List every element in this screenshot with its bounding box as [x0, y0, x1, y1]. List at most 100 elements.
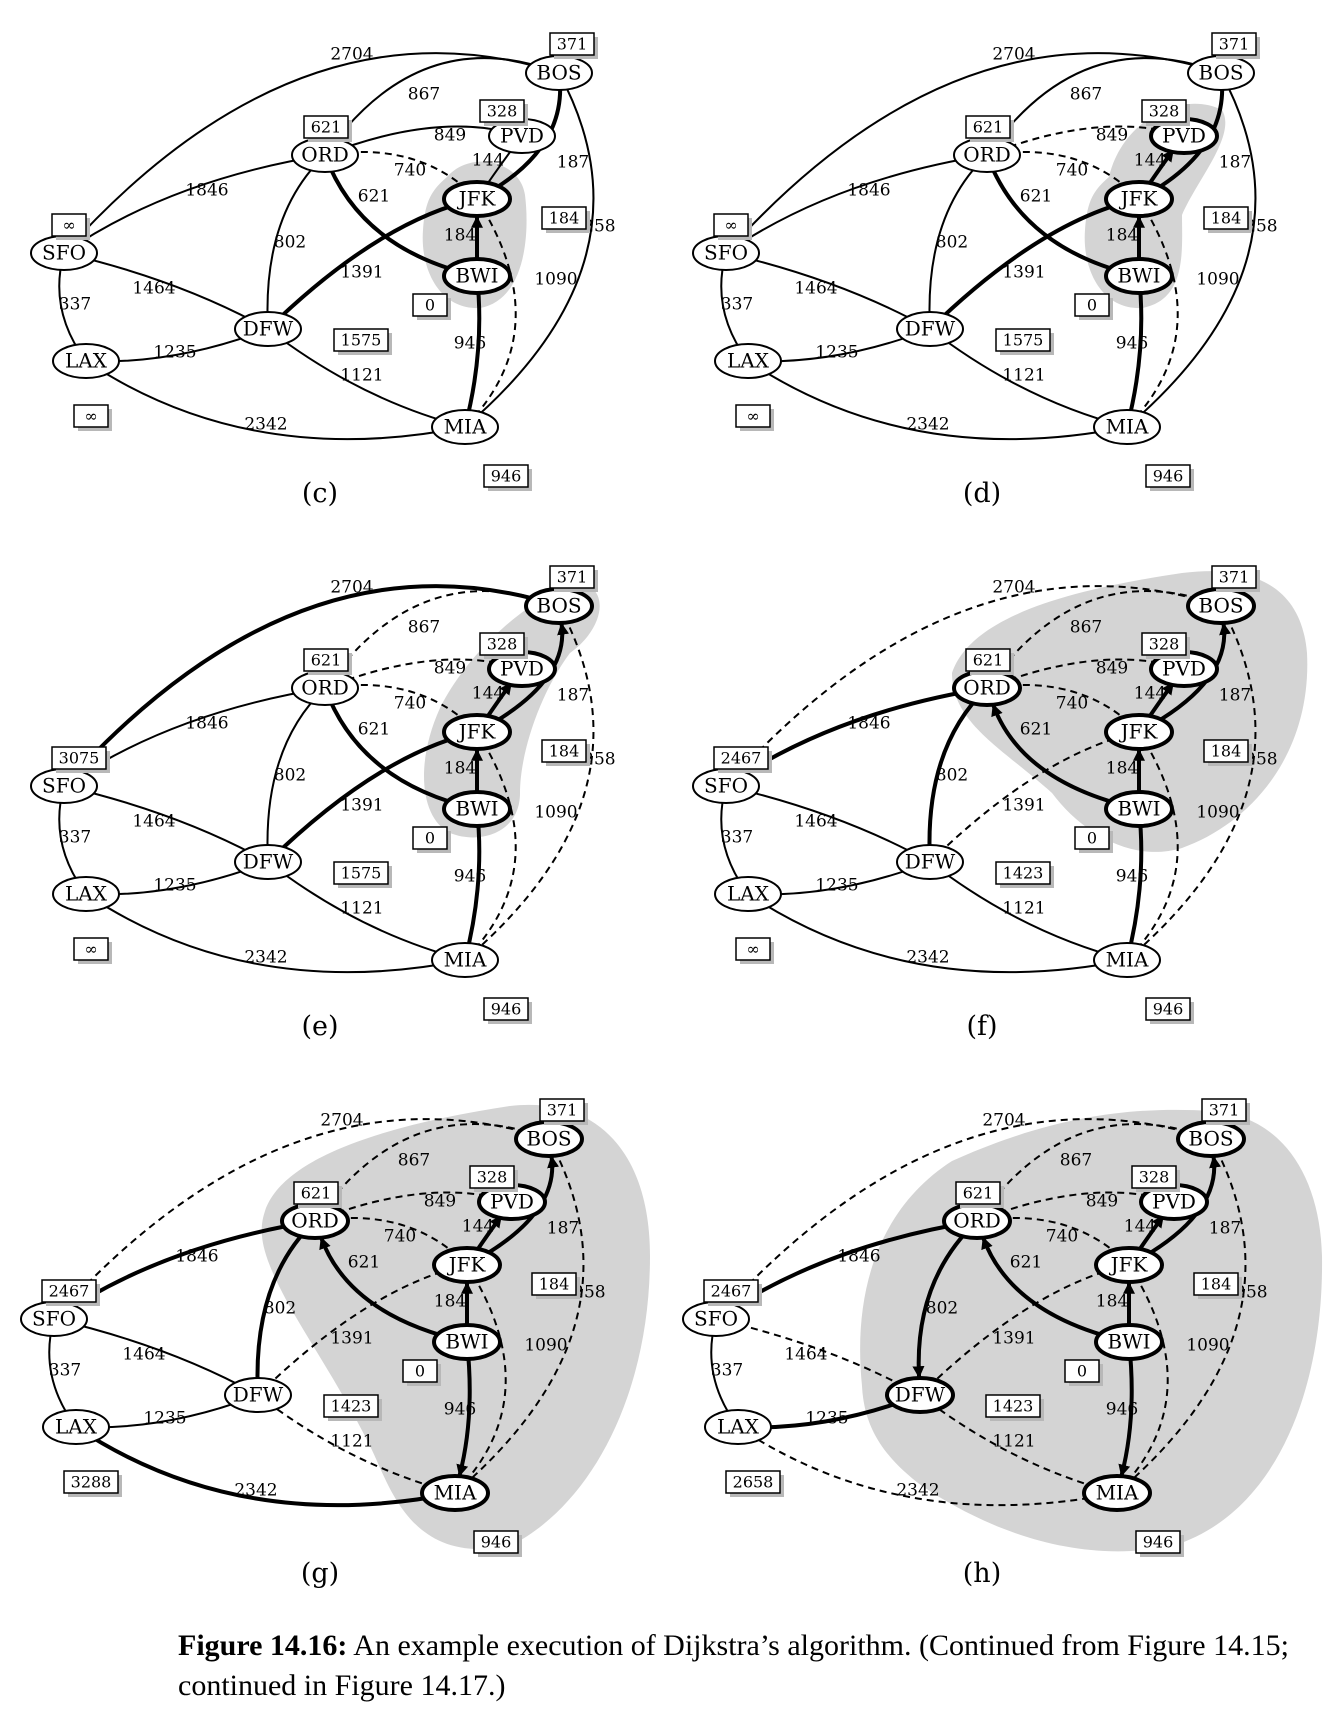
- node-label: BWI: [1107, 1330, 1150, 1354]
- edge-weight-label: 1090: [534, 270, 577, 290]
- node-label: ORD: [301, 676, 349, 700]
- edge-weight-label: 621: [358, 187, 390, 207]
- dist-value: 1575: [341, 331, 382, 350]
- node-label: BWI: [1117, 264, 1160, 288]
- edge-weight-label: 184: [444, 226, 476, 246]
- dist-value: 3288: [71, 1473, 112, 1492]
- dist-box-bos: [1211, 565, 1257, 589]
- panel-label: (g): [301, 1558, 339, 1589]
- edge-weight-label: 1090: [1196, 270, 1239, 290]
- edge-sfo-bos: [725, 585, 1222, 787]
- node-label: BOS: [536, 61, 581, 85]
- edge-weight-label: 946: [454, 867, 486, 887]
- panel-label: (e): [301, 1011, 338, 1042]
- edge-weight-label: 740: [1056, 694, 1088, 714]
- edge-weight-label: 740: [384, 1227, 416, 1247]
- dist-box-ord: [303, 115, 349, 139]
- dist-value: 0: [1087, 296, 1097, 315]
- edge-weight-label: 1846: [847, 714, 890, 734]
- edge-weight-label: 802: [926, 1299, 958, 1319]
- node-lax: [714, 876, 782, 912]
- node-lax: [714, 343, 782, 379]
- dist-value: 184: [549, 742, 580, 761]
- node-label: LAX: [717, 1415, 760, 1439]
- edge-weight-label: 2704: [992, 45, 1035, 65]
- edge-jfk-mia: [464, 198, 517, 428]
- node-label: JFK: [457, 187, 497, 211]
- dist-box-dfw: [985, 1394, 1041, 1418]
- dist-value: 371: [547, 1101, 578, 1120]
- panel-label: (f): [966, 1011, 997, 1042]
- dist-box-jfk: [1203, 739, 1249, 763]
- edge-weight-label: 740: [1056, 161, 1088, 181]
- figure-caption: Figure 14.16: An example execution of Di…: [178, 1626, 1308, 1706]
- node-label: ORD: [953, 1209, 1001, 1233]
- dist-value: 2467: [721, 749, 762, 768]
- edge-weight-label: 1464: [794, 279, 837, 299]
- edge-weight-label: 2342: [906, 948, 949, 968]
- edge-weight-label: 337: [49, 1361, 81, 1381]
- dist-value: 621: [311, 118, 342, 137]
- dist-box-lax: [73, 404, 109, 428]
- dist-box-jfk: [1203, 206, 1249, 230]
- edge-weight-label: 144: [1124, 1217, 1156, 1237]
- dist-value: 2467: [49, 1282, 90, 1301]
- panel-label: (d): [963, 478, 1001, 509]
- node-label: DFW: [905, 850, 956, 874]
- node-label: BWI: [455, 797, 498, 821]
- edge-weight-label: 867: [1070, 85, 1102, 105]
- node-label: LAX: [55, 1415, 98, 1439]
- dist-value: 621: [973, 651, 1004, 670]
- edge-weight-label: 802: [274, 233, 306, 253]
- edge-weight-label: 740: [394, 694, 426, 714]
- node-dfw: [896, 311, 964, 347]
- node-label: ORD: [963, 676, 1011, 700]
- edge-weight-label: 1121: [1002, 366, 1045, 386]
- node-label: MIA: [434, 1481, 477, 1505]
- edge-weight-label: 337: [721, 295, 753, 315]
- edge-weight-label: 2704: [992, 578, 1035, 598]
- node-label: SFO: [704, 774, 748, 798]
- dist-box-jfk: [531, 1272, 577, 1296]
- edge-weight-label: 1391: [330, 1329, 373, 1349]
- node-bwi: [1104, 790, 1174, 828]
- dist-box-ord: [303, 648, 349, 672]
- dist-value: 1575: [1003, 331, 1044, 350]
- edge-weight-label: 802: [936, 233, 968, 253]
- dist-box-bwi: [1074, 826, 1110, 850]
- dist-value: 0: [1077, 1362, 1087, 1381]
- dist-box-dfw: [333, 861, 389, 885]
- dist-value: 328: [1149, 635, 1180, 654]
- node-label: SFO: [694, 1307, 738, 1331]
- edge-jfk-mia: [1116, 1264, 1169, 1494]
- edge-weight-label: 2342: [906, 415, 949, 435]
- dist-box-pvd: [1131, 1165, 1177, 1189]
- edge-bos-mia: [1126, 605, 1257, 961]
- dist-box-sfo: [713, 746, 769, 770]
- edge-weight-label: 1121: [340, 899, 383, 919]
- dist-box-sfo: [51, 213, 87, 237]
- dist-value: 1423: [993, 1397, 1034, 1416]
- edge-weight-label: 144: [1134, 151, 1166, 171]
- caption-text: An example execution of Dijkstra’s algor…: [178, 1629, 1289, 1702]
- edge-weight-label: 184: [1096, 1292, 1128, 1312]
- edge-weight-label: 740: [1046, 1227, 1078, 1247]
- dist-value: 371: [557, 35, 588, 54]
- node-bwi: [442, 257, 512, 295]
- dist-box-mia: [483, 464, 529, 488]
- edge-bos-mia: [464, 605, 595, 961]
- dist-value: ∞: [84, 940, 97, 959]
- edge-weight-label: 187: [1209, 1219, 1241, 1239]
- edge-weight-label: 802: [264, 1299, 296, 1319]
- edge-weight-label: 1235: [815, 343, 858, 363]
- edge-weight-label: 337: [59, 828, 91, 848]
- node-label: LAX: [65, 882, 108, 906]
- edge-weight-label: 1121: [340, 366, 383, 386]
- edge-sfo-ord: [725, 154, 988, 254]
- edge-weight-label: 187: [557, 686, 589, 706]
- edge-weight-label: 2704: [982, 1111, 1025, 1131]
- dist-box-lax: [735, 404, 771, 428]
- dist-value: 946: [1153, 467, 1184, 486]
- dist-box-lax: [73, 937, 109, 961]
- node-label: BOS: [536, 594, 581, 618]
